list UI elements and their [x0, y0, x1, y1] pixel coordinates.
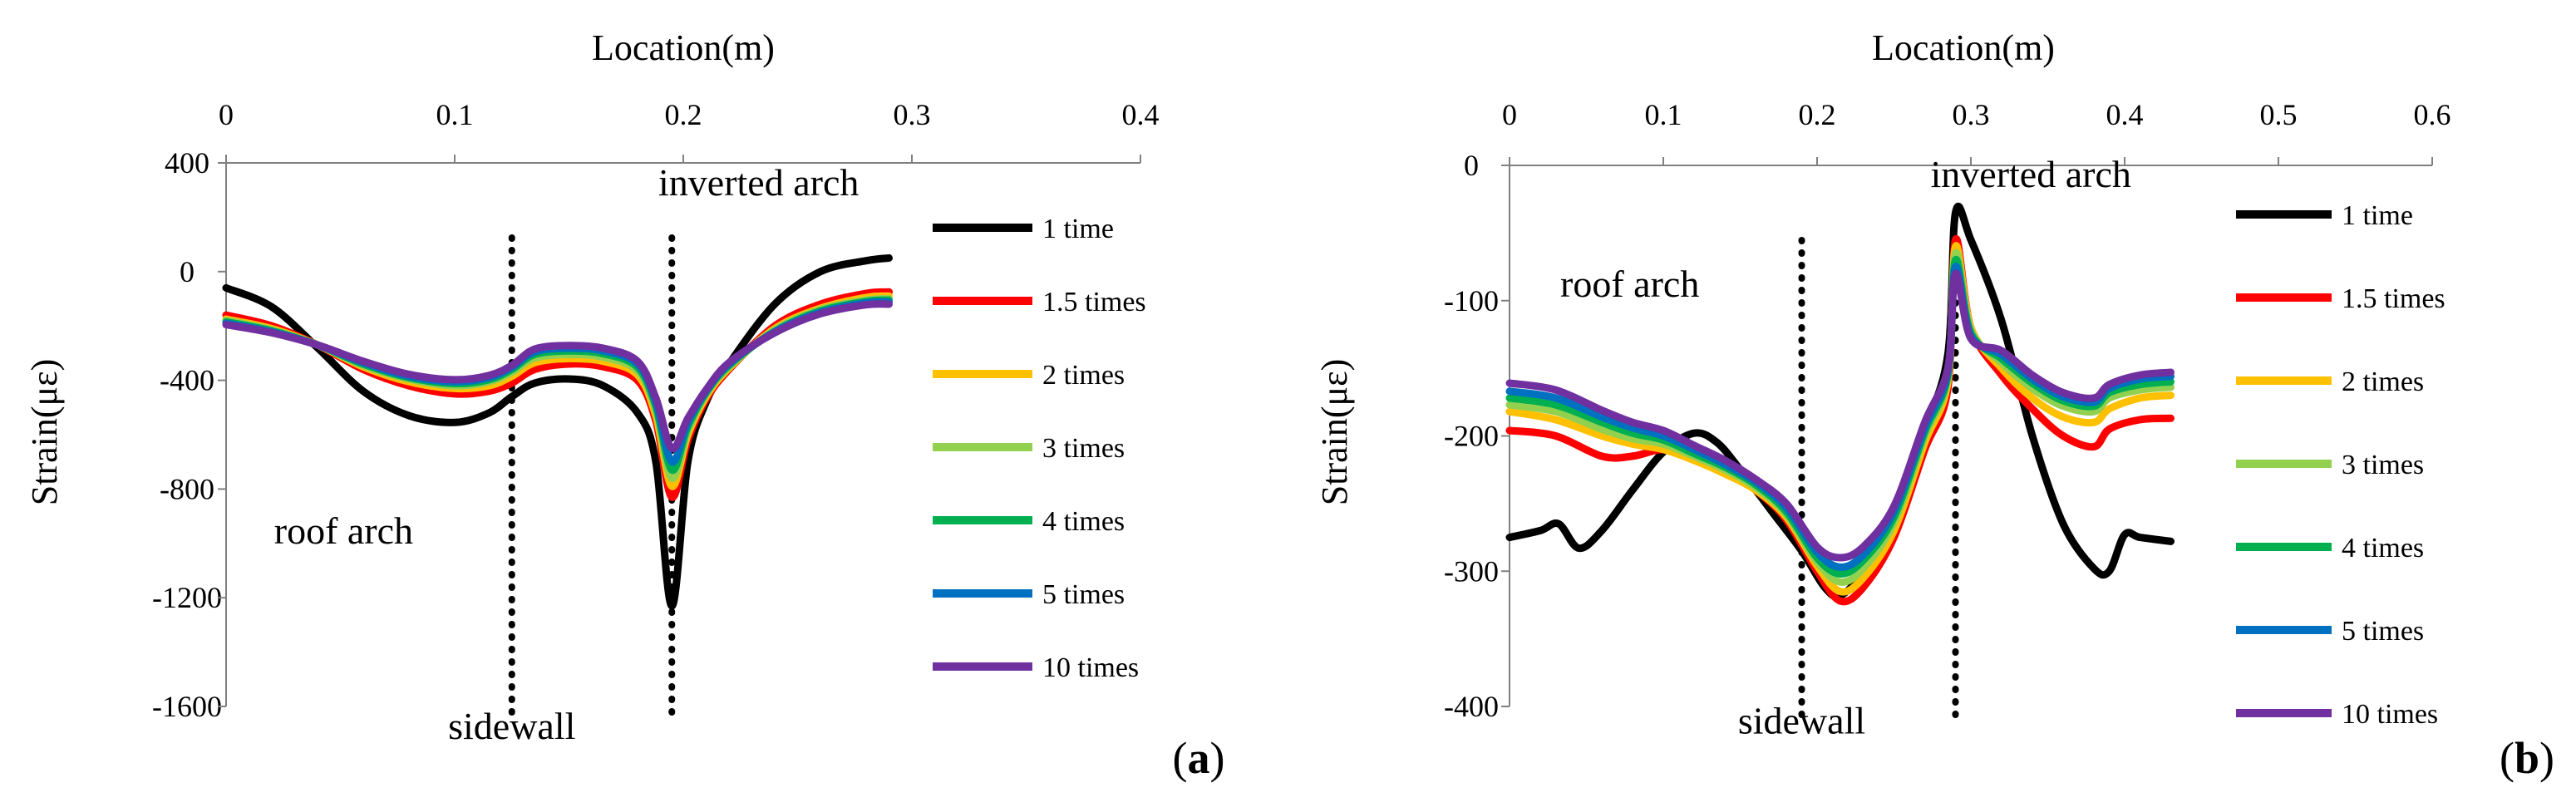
x-tick-labels: 0 0.1 0.2 0.3 0.4	[219, 98, 1160, 131]
legend-label: 4 times	[2342, 533, 2424, 563]
series-line	[222, 300, 893, 452]
annotation-inverted-arch: inverted arch	[658, 161, 859, 204]
x-axis-title: Location(m)	[592, 27, 775, 68]
y-tick-label: 0	[180, 255, 195, 288]
y-tick-marks	[218, 162, 226, 707]
legend-label: 10 times	[2342, 699, 2438, 730]
legend-label: 1 time	[1042, 214, 1114, 244]
x-tick-marks	[1509, 157, 2433, 165]
panel-label-a: (a)	[1173, 733, 1225, 783]
y-axis-title: Strain(με)	[24, 359, 65, 505]
y-tick-label: -200	[1444, 420, 1499, 453]
y-tick-label: -400	[160, 364, 214, 397]
annotation-roof-arch: roof arch	[1560, 263, 1699, 305]
series-lines	[1505, 202, 2175, 606]
x-tick-label: 0.1	[1645, 98, 1682, 131]
x-tick-label: 0	[1502, 98, 1517, 131]
y-tick-label: -800	[160, 472, 214, 505]
x-tick-label: 0.4	[1122, 98, 1160, 131]
y-tick-labels: 0 -100 -200 -300 -400	[1444, 149, 1499, 723]
legend-label: 5 times	[2342, 616, 2424, 647]
y-tick-label: -1200	[152, 581, 222, 614]
series-line	[1505, 269, 2175, 562]
panel-letter: b	[2514, 733, 2539, 783]
legend-label: 1 time	[2342, 200, 2413, 231]
legend-label: 1.5 times	[1042, 287, 1146, 317]
panel-label-b: (b)	[2500, 733, 2554, 783]
legend-label: 2 times	[2342, 367, 2424, 397]
x-tick-label: 0.2	[1799, 98, 1836, 131]
y-tick-label: -300	[1444, 554, 1499, 588]
annotation-sidewall: sidewall	[448, 705, 575, 747]
legend-label: 3 times	[1042, 433, 1125, 464]
annotation-roof-arch: roof arch	[274, 509, 413, 552]
x-tick-label: 0.6	[2414, 98, 2451, 131]
boundary-lines	[1798, 237, 1959, 720]
x-tick-label: 0	[219, 98, 234, 131]
y-tick-label: 400	[165, 146, 209, 180]
legend: 1 time 1.5 times 2 times 3 times 4 times 5 ti…	[2236, 200, 2445, 730]
series-line	[222, 253, 893, 610]
annotation-sidewall: sidewall	[1738, 700, 1865, 742]
x-tick-label: 0.3	[894, 98, 931, 131]
legend: 1 time 1.5 times 2 times 3 times 4 times 5 ti…	[933, 214, 1146, 683]
legend-label: 4 times	[1042, 506, 1125, 537]
panel-a: Location(m) Strain(με) 0 0.1 0.2 0.3 0.4 400…	[24, 27, 1224, 783]
x-tick-label: 0.4	[2106, 98, 2144, 131]
x-tick-label: 0.2	[665, 98, 702, 131]
legend-label: 5 times	[1042, 579, 1125, 610]
y-tick-labels: 400 0 -400 -800 -1200 -1600	[152, 146, 222, 723]
legend-label: 3 times	[2342, 450, 2424, 480]
panel-letter: a	[1188, 733, 1210, 783]
x-tick-label: 0.3	[1953, 98, 1990, 131]
series-lines	[222, 253, 893, 610]
boundary-lines	[508, 234, 676, 720]
x-tick-label: 0.5	[2260, 98, 2298, 131]
y-tick-label: -1600	[152, 690, 222, 723]
y-tick-marks	[1501, 165, 1510, 707]
x-tick-marks	[225, 155, 1141, 163]
y-tick-label: -100	[1444, 284, 1499, 317]
annotation-inverted-arch: inverted arch	[1931, 153, 2131, 195]
x-tick-label: 0.1	[436, 98, 474, 131]
panel-b: Location(m) Strain(με) 0 0.1 0.2 0.3 0.4 0.5 0…	[1314, 27, 2554, 783]
y-tick-label: -400	[1444, 690, 1499, 723]
y-axis-title: Strain(με)	[1314, 359, 1355, 505]
x-tick-labels: 0 0.1 0.2 0.3 0.4 0.5 0.6	[1502, 98, 2451, 131]
legend-label: 2 times	[1042, 360, 1125, 391]
x-axis-title: Location(m)	[1872, 27, 2055, 68]
legend-label: 10 times	[1042, 652, 1139, 683]
legend-label: 1.5 times	[2342, 283, 2445, 314]
y-tick-label: 0	[1464, 149, 1479, 182]
